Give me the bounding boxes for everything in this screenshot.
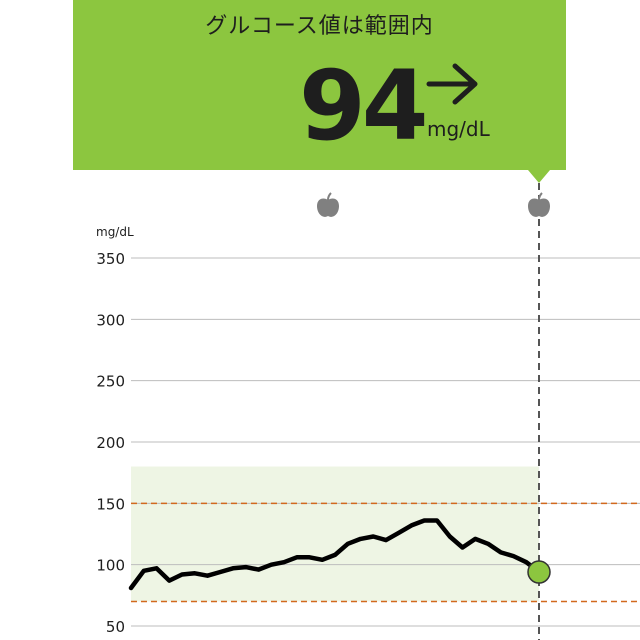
arrow-right-icon	[426, 63, 478, 105]
y-axis-unit-label: mg/dL	[96, 225, 134, 239]
status-title: グルコース値は範囲内	[205, 14, 434, 39]
y-tick-label: 250	[96, 373, 125, 391]
target-range-band	[131, 466, 539, 602]
y-tick-label: 300	[96, 311, 125, 329]
glucose-unit: mg/dL	[427, 117, 490, 141]
status-banner: グルコース値は範囲内 94 mg/dL	[73, 0, 566, 168]
y-tick-label: 150	[96, 495, 125, 513]
y-tick-label: 100	[96, 557, 125, 575]
glucose-trend-line	[128, 518, 542, 591]
current-reading-marker[interactable]	[527, 560, 551, 584]
apple-icon[interactable]	[317, 192, 339, 217]
status-banner-background	[73, 0, 566, 183]
y-tick-label: 350	[96, 250, 125, 268]
glucose-reading: 94	[299, 50, 429, 162]
y-tick-label: 50	[106, 618, 125, 636]
apple-icon[interactable]	[528, 192, 550, 217]
y-tick-label: 200	[96, 434, 125, 452]
